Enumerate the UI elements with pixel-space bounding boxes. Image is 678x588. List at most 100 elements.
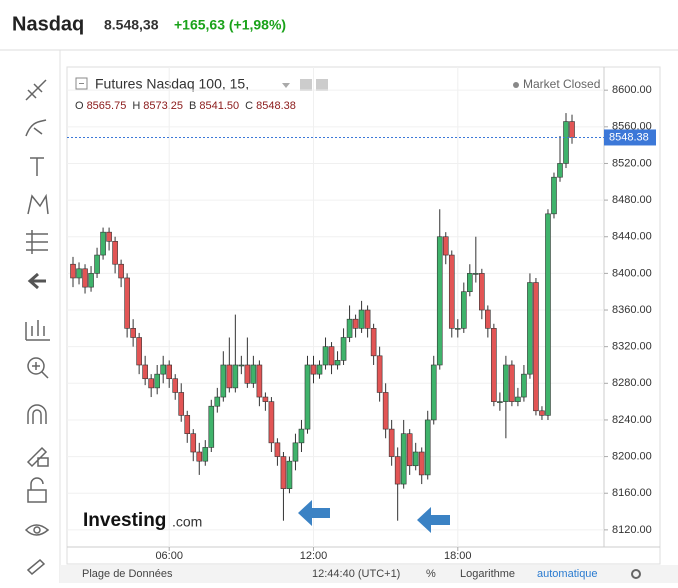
candle-body	[136, 337, 142, 366]
bottom-control[interactable]: automatique	[537, 568, 598, 580]
tool-lock-draw[interactable]	[26, 446, 49, 468]
ohlc-key: B	[189, 100, 196, 112]
candle-body	[322, 346, 329, 366]
symbol-dropdown[interactable]	[282, 83, 290, 88]
tool-eye[interactable]	[24, 524, 50, 536]
candle-body	[280, 456, 287, 489]
bottom-control[interactable]: 12:44:40 (UTC+1)	[312, 568, 400, 580]
ohlc-value: 8565.75	[87, 100, 127, 112]
candle-body	[364, 309, 371, 329]
candle-body	[473, 273, 479, 275]
candle-body	[418, 451, 425, 476]
candle-body	[208, 405, 215, 448]
bottom-control[interactable]: Logarithme	[460, 568, 515, 580]
tool-indicators[interactable]	[25, 320, 50, 341]
tool-unlock[interactable]	[27, 477, 47, 503]
tool-pattern[interactable]	[27, 193, 49, 215]
settings-button[interactable]	[300, 79, 312, 91]
candle-body	[148, 378, 154, 389]
candle-body	[292, 442, 299, 462]
chart-title: Futures Nasdaq 100, 15,	[95, 76, 249, 92]
candle-body	[130, 328, 136, 338]
candle-body	[424, 419, 431, 476]
candle-body	[515, 396, 521, 402]
last-price-label: 8548.38	[609, 131, 649, 143]
y-tick-label: 8400.00	[612, 267, 652, 279]
x-tick-label: 06:00	[155, 550, 183, 562]
x-tick-label: 18:00	[444, 550, 472, 562]
candle-body	[268, 401, 275, 444]
tool-back[interactable]	[27, 272, 46, 290]
candle-body	[328, 346, 335, 366]
candle-body	[467, 273, 473, 293]
candle-body	[256, 364, 263, 398]
candle-body	[202, 447, 209, 462]
y-tick-label: 8360.00	[612, 304, 652, 316]
tool-zoom-glyph[interactable]	[32, 362, 49, 379]
candle-body	[460, 291, 467, 329]
candle-body	[412, 451, 419, 467]
ohlc-value: 8541.50	[199, 100, 239, 112]
candle-body	[442, 236, 449, 256]
bottom-controls: Plage de Données 12:44:40 (UTC+1)% Logarit…	[82, 568, 598, 580]
candle-body	[394, 456, 401, 485]
ohlc-key: O	[75, 100, 84, 112]
tool-text[interactable]	[30, 157, 44, 176]
candle-body	[220, 364, 227, 398]
candle-body	[509, 364, 515, 402]
candle-body	[70, 263, 76, 279]
settings-gear[interactable]	[631, 569, 641, 579]
candle-body	[430, 364, 437, 421]
candle-body	[112, 241, 118, 265]
candle-body	[527, 282, 533, 375]
candle-body	[557, 163, 563, 178]
candle-body	[358, 309, 365, 329]
plot-border	[66, 66, 661, 565]
y-tick-label: 8200.00	[612, 450, 652, 462]
ohlc-legend: O 8565.75 H 8573.25 B 8541.50 C 8548.38	[75, 100, 296, 112]
status-dot	[513, 82, 519, 88]
candle-body	[142, 364, 148, 380]
price-change: +165,63 (+1,98%)	[174, 17, 286, 33]
candle-body	[316, 364, 323, 375]
tool-fib[interactable]	[26, 230, 48, 254]
bottom-bar	[60, 565, 678, 583]
candle-body	[491, 328, 497, 402]
tool-magnet[interactable]	[27, 404, 47, 424]
logo-suffix: .com	[172, 514, 202, 530]
candle-body	[454, 328, 461, 330]
bottom-control[interactable]: Plage de Données	[82, 568, 173, 580]
candle-body	[376, 355, 383, 393]
candle-body	[124, 277, 130, 329]
candle-body	[388, 428, 395, 457]
candle-body	[551, 176, 557, 215]
config-button[interactable]	[316, 79, 328, 91]
candle-body	[160, 364, 166, 375]
chart-frame	[0, 50, 678, 583]
candle-body	[346, 318, 353, 338]
tool-brush[interactable]	[25, 119, 47, 137]
candle-body	[310, 364, 317, 375]
tool-more[interactable]	[26, 558, 46, 576]
y-tick-label: 8600.00	[612, 84, 652, 96]
bottom-control[interactable]: %	[426, 568, 436, 580]
price: 8.548,38	[104, 17, 159, 33]
candle-body	[533, 282, 539, 412]
candle-body	[172, 378, 179, 393]
candle-body	[196, 451, 203, 462]
toolbar[interactable]	[24, 79, 50, 576]
nav-arrow[interactable]	[417, 507, 450, 533]
collapse-button[interactable]	[75, 77, 88, 90]
candle-body	[232, 364, 239, 389]
y-tick-label: 8440.00	[612, 231, 652, 243]
candle-body	[214, 396, 221, 407]
candle-body	[184, 415, 191, 434]
candle-body	[539, 410, 545, 416]
ohlc-value: 8573.25	[143, 100, 183, 112]
tool-lines[interactable]	[25, 79, 47, 101]
tool-zoom[interactable]	[27, 357, 45, 375]
nav-arrow[interactable]	[298, 500, 330, 526]
tool-eye-pupil[interactable]	[33, 526, 41, 534]
